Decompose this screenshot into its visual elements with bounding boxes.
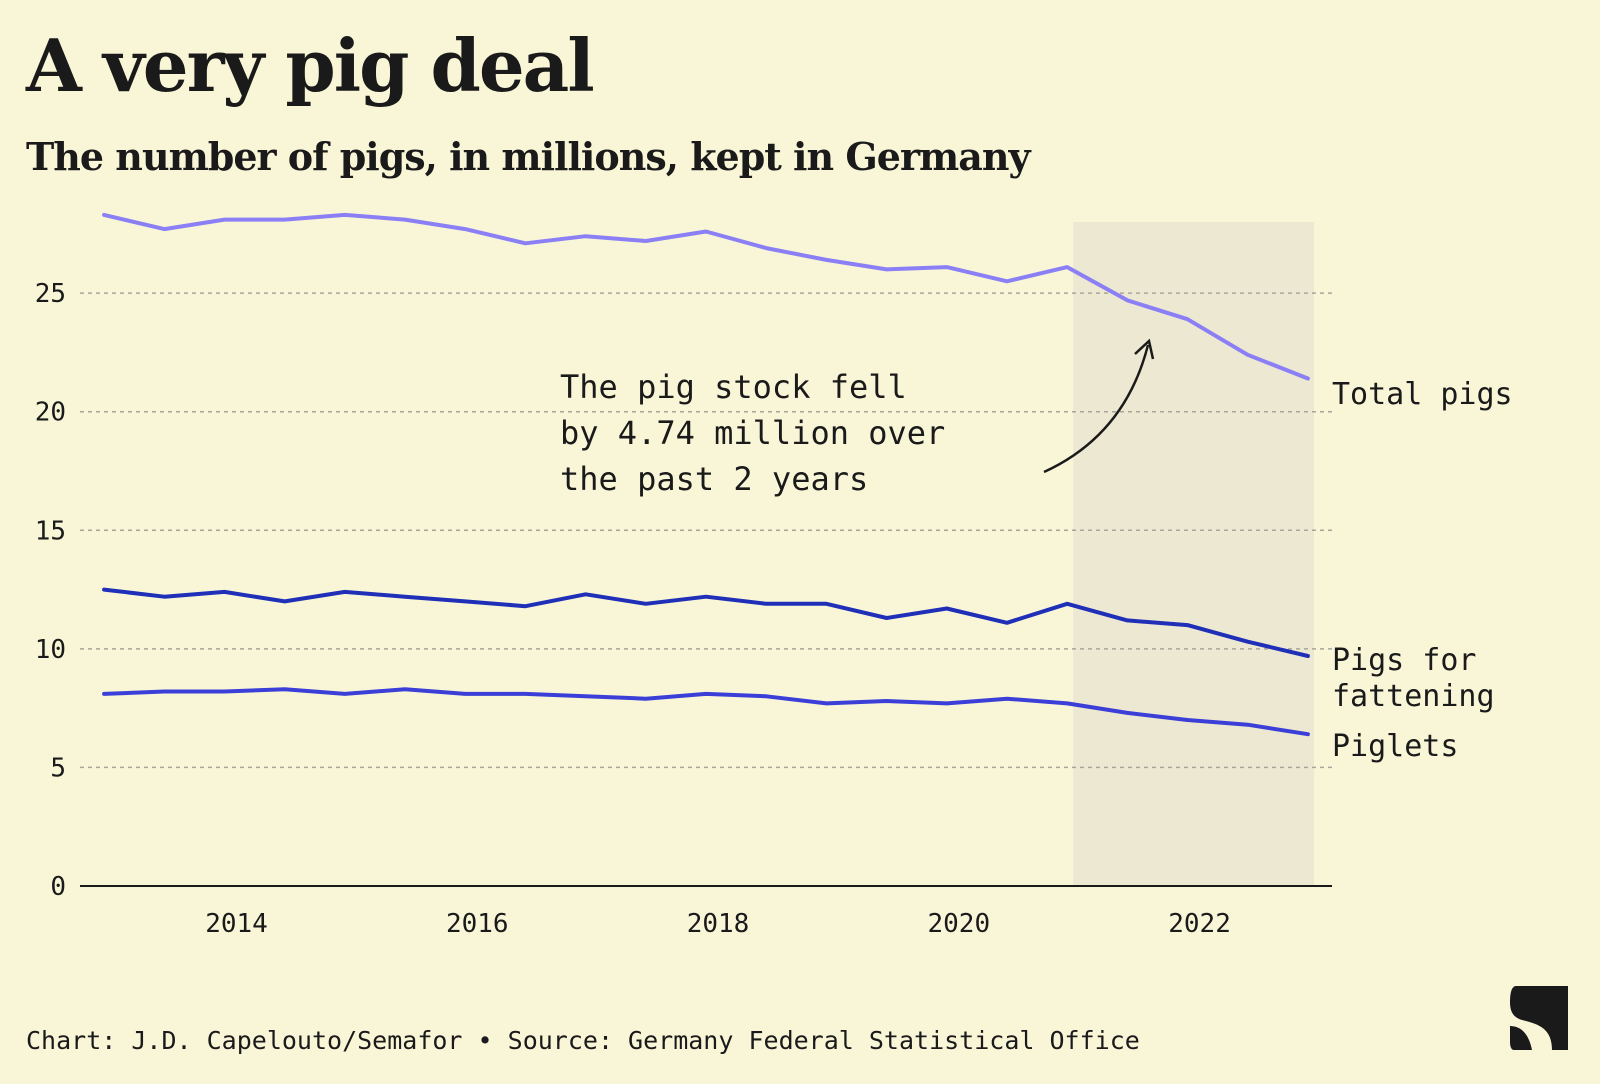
label-piglets: Piglets (1332, 729, 1458, 764)
y-tick-label: 20 (35, 398, 66, 428)
x-tick-label: 2014 (205, 909, 268, 939)
series-line-piglets (102, 687, 1310, 737)
label-pigs-for-fattening-line2: fattening (1332, 679, 1495, 714)
y-axis-ticks: 0 5 10 15 20 25 (35, 279, 66, 902)
y-tick-label: 10 (35, 635, 66, 665)
y-tick-label: 0 (50, 872, 66, 902)
annotation-arrow-icon (1043, 344, 1150, 474)
y-tick-label: 25 (35, 279, 66, 309)
series-line-pigs-for-fattening (102, 587, 1310, 658)
series-line-total-pigs (102, 212, 1310, 381)
chart-title: A very pig deal (26, 23, 595, 108)
series-labels: Total pigs Pigs for fattening Piglets (1332, 377, 1513, 764)
annotation-line-1: The pig stock fell (560, 368, 907, 406)
line-chart: 0 5 10 15 20 25 2014 2016 2018 2020 2022 Total pi… (35, 212, 1513, 939)
highlight-band (1073, 222, 1314, 886)
annotation: The pig stock fell by 4.74 million over … (560, 338, 1155, 498)
x-tick-label: 2016 (446, 909, 509, 939)
footer-credit: Chart: J.D. Capelouto/Semafor • Source: … (26, 1026, 1140, 1055)
series-lines (102, 212, 1310, 737)
x-tick-label: 2022 (1168, 909, 1231, 939)
x-tick-label: 2020 (927, 909, 990, 939)
gridlines (80, 292, 1332, 769)
y-tick-label: 5 (50, 753, 66, 783)
chart-subtitle: The number of pigs, in millions, kept in… (26, 134, 1031, 179)
x-tick-label: 2018 (687, 909, 750, 939)
x-axis-ticks: 2014 2016 2018 2020 2022 (205, 909, 1231, 939)
annotation-line-2: by 4.74 million over (560, 414, 945, 452)
annotation-arrowhead-icon (1134, 338, 1155, 360)
label-total-pigs: Total pigs (1332, 377, 1513, 412)
semafor-s-logo-icon (1510, 986, 1568, 1050)
y-tick-label: 15 (35, 516, 66, 546)
label-pigs-for-fattening-line1: Pigs for (1332, 643, 1477, 678)
annotation-line-3: the past 2 years (560, 460, 868, 498)
